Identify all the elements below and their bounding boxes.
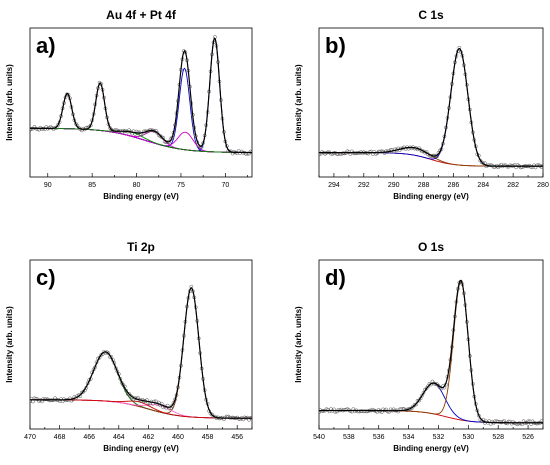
y-axis-label: Intensity (arb. units) [294,306,303,383]
data-point [488,163,493,168]
data-point [420,393,424,398]
data-point [35,127,40,132]
chart-title: Ti 2p [127,240,155,254]
x-tick-label: 526 [522,434,534,441]
component-peak [30,82,252,153]
panel-letter: b) [325,33,346,58]
data-point [421,390,426,395]
x-tick-label: 536 [373,434,385,441]
x-tick-label: 462 [143,434,155,441]
data-point [342,151,347,156]
x-axis-label: Binding energy (eV) [393,444,469,453]
envelope-fit [319,47,543,167]
envelope-fit [319,279,543,424]
background-line [319,410,543,424]
data-point [367,150,372,154]
x-tick-label: 534 [403,434,415,441]
x-tick-label: 528 [492,434,504,441]
panel-b: C 1s b) Binding energy (eV) Intensity (arb.… [294,8,549,201]
component-peak [319,281,543,424]
x-tick-label: 282 [507,182,519,189]
x-tick-label: 80 [133,182,141,189]
data-point [34,396,38,401]
panel-letter: d) [325,265,346,290]
x-axis-label: Binding energy (eV) [393,192,469,201]
x-tick-label: 75 [177,182,185,189]
envelope-fit [30,37,252,154]
y-axis-label: Intensity (arb. units) [294,64,303,141]
data-point [412,403,417,407]
panel-letter: a) [36,33,56,58]
component-peak [30,127,252,153]
panel-letter: c) [36,265,56,290]
x-tick-label: 284 [477,182,489,189]
plot-frame [29,27,253,178]
x-tick-label: 458 [202,434,214,441]
data-point [529,165,533,169]
x-tick-label: 280 [537,182,549,189]
chart-title: C 1s [418,8,444,22]
data-point [106,351,111,356]
data-point [502,163,507,168]
x-tick-label: 90 [44,182,52,189]
x-tick-label: 468 [54,434,66,441]
x-axis-label: Binding energy (eV) [103,192,179,201]
component-peak [30,93,252,153]
component-peak [30,67,252,153]
data-point [124,388,129,393]
x-tick-label: 540 [313,434,325,441]
x-tick-label: 464 [113,434,125,441]
x-tick-label: 292 [358,182,370,189]
data-point [319,152,321,156]
x-tick-label: 538 [343,434,355,441]
plot-frame [29,259,253,430]
x-tick-label: 466 [83,434,95,441]
envelope-fit [30,286,252,419]
data-point [385,409,390,414]
component-peak [319,382,543,424]
x-tick-label: 532 [433,434,445,441]
x-tick-label: 530 [462,434,474,441]
data-point [457,45,462,50]
x-tick-label: 70 [221,182,229,189]
data-point [481,161,486,166]
x-axis-label: Binding energy (eV) [103,444,179,453]
y-axis-label: Intensity (arb. units) [5,306,14,383]
component-peak [319,48,543,167]
x-tick-label: 286 [448,182,460,189]
panel-d: O 1s d) Binding energy (eV) Intensity (arb.… [294,240,544,453]
component-peak [30,351,252,419]
plot-frame [318,259,544,430]
x-tick-label: 85 [88,182,96,189]
x-tick-label: 470 [24,434,36,441]
panel-c: Ti 2p c) Binding energy (eV) Intensity (arb… [5,240,253,453]
x-tick-label: 460 [172,434,184,441]
chart-title: O 1s [418,240,444,254]
y-axis-label: Intensity (arb. units) [5,64,14,141]
x-tick-label: 456 [231,434,243,441]
data-point [414,402,418,407]
data-point [491,165,496,169]
plot-frame [318,27,544,178]
data-point [170,403,174,408]
chart-title: Au 4f + Pt 4f [106,8,177,22]
panel-a: Au 4f + Pt 4f a) Binding energy (eV) Intens… [5,8,253,201]
x-tick-label: 288 [418,182,430,189]
x-tick-label: 294 [328,182,340,189]
x-tick-label: 290 [388,182,400,189]
